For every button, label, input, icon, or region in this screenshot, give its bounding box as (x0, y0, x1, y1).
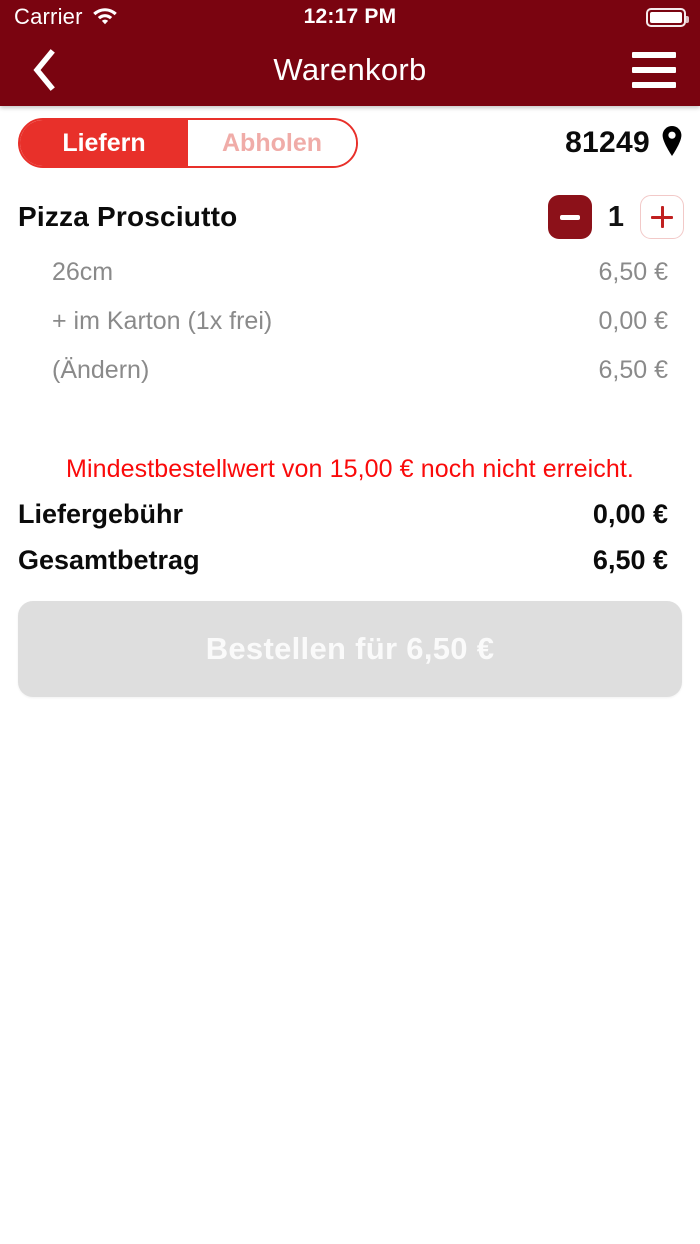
delivery-mode-option-liefern[interactable]: Liefern (20, 120, 188, 166)
location-zip-button[interactable]: 81249 (565, 118, 684, 168)
map-pin-icon (660, 125, 684, 162)
cart-item-option-label: + im Karton (1x frei) (52, 307, 273, 335)
cart-item: Pizza Prosciutto 1 26cm 6,50 € + im Kart… (0, 186, 700, 395)
cart-item-option-row: + im Karton (1x frei) 0,00 € (0, 297, 700, 346)
cart-item-option-label: 26cm (52, 258, 114, 286)
summary-label: Gesamtbetrag (18, 544, 200, 575)
minimum-order-warning: Mindestbestellwert von 15,00 € noch nich… (66, 454, 634, 483)
page-title: Warenkorb (273, 52, 427, 87)
plus-icon (660, 206, 664, 228)
quantity-value: 1 (607, 200, 625, 233)
quantity-decrease-button[interactable] (548, 195, 592, 239)
cart-item-edit-row[interactable]: (Ändern) 6,50 € (0, 346, 700, 395)
cart-item-option-price: 6,50 € (598, 258, 668, 286)
hamburger-menu-icon-bar (632, 67, 676, 73)
cart-item-header: Pizza Prosciutto 1 (0, 186, 700, 248)
minus-icon (560, 214, 580, 220)
app-header: Carrier 12:17 PM (0, 0, 700, 106)
status-bar-left: Carrier (14, 0, 118, 34)
delivery-mode-option-abholen[interactable]: Abholen (188, 120, 356, 166)
wifi-icon (92, 5, 118, 30)
quantity-increase-button[interactable] (640, 195, 684, 239)
hamburger-menu-icon-bar (632, 82, 676, 88)
summary-row-delivery-fee: Liefergebühr 0,00 € (0, 491, 700, 537)
cart-item-total-price: 6,50 € (598, 356, 668, 384)
summary-label: Liefergebühr (18, 498, 184, 529)
chevron-left-icon (33, 49, 55, 91)
hamburger-menu-button[interactable] (620, 34, 688, 106)
summary-value: 0,00 € (592, 498, 668, 529)
delivery-mode-row: Liefern Abholen 81249 (0, 106, 700, 180)
status-bar-time: 12:17 PM (303, 5, 397, 28)
hamburger-menu-icon-bar (632, 52, 676, 58)
cart-item-name: Pizza Prosciutto (18, 201, 238, 232)
cart-item-option-price: 0,00 € (598, 307, 668, 335)
delivery-mode-switch[interactable]: Liefern Abholen (18, 118, 358, 168)
quantity-stepper: 1 (548, 186, 684, 248)
carrier-label: Carrier (14, 4, 83, 29)
order-summary: Mindestbestellwert von 15,00 € noch nich… (0, 447, 700, 583)
place-order-button[interactable]: Bestellen für 6,50 € (18, 601, 682, 697)
summary-value: 6,50 € (592, 544, 668, 575)
place-order-button-label: Bestellen für 6,50 € (205, 631, 495, 666)
location-zip-label: 81249 (565, 126, 650, 159)
status-bar: Carrier 12:17 PM (0, 0, 700, 34)
cart-item-option-row: 26cm 6,50 € (0, 248, 700, 297)
summary-row-total: Gesamtbetrag 6,50 € (0, 537, 700, 583)
cart-item-edit-label[interactable]: (Ändern) (52, 356, 150, 384)
status-bar-right (646, 0, 689, 34)
battery-icon (646, 7, 689, 27)
back-button[interactable] (10, 34, 76, 106)
nav-bar: Warenkorb (0, 34, 700, 106)
